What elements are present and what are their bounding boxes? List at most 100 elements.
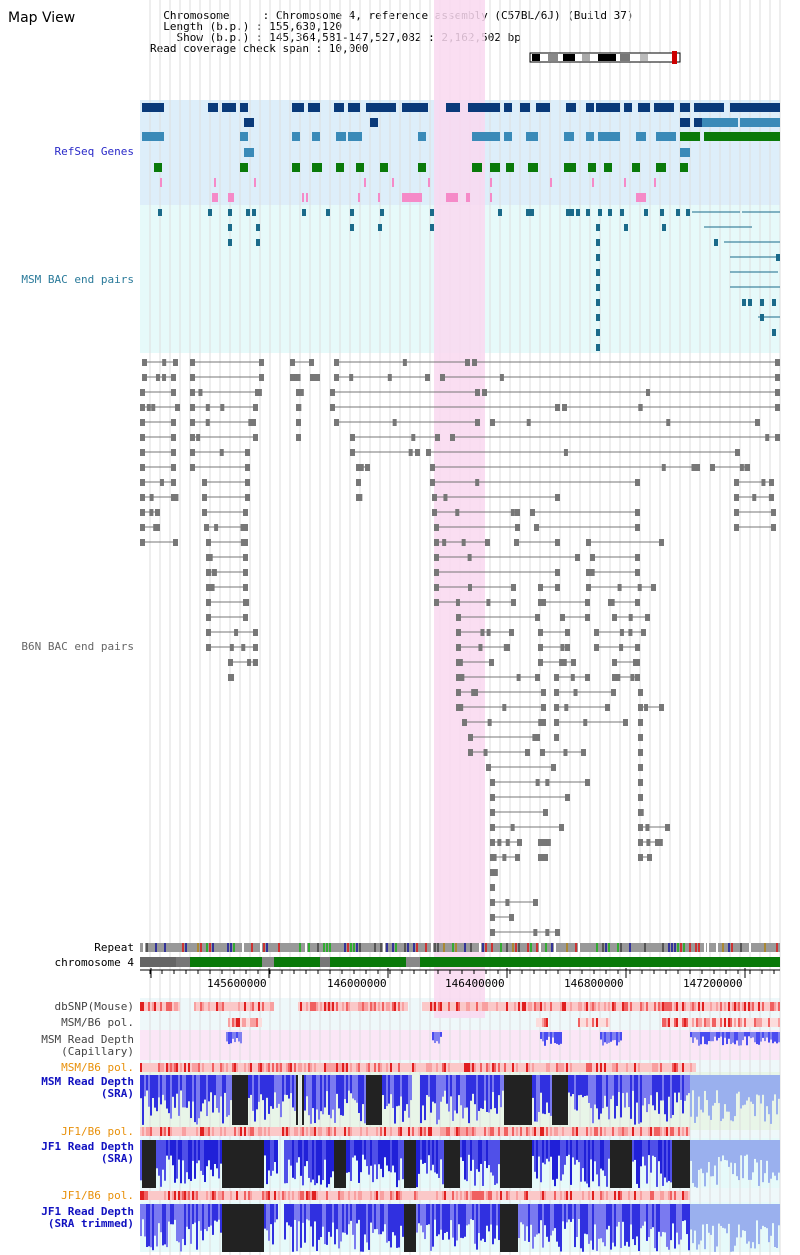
polymorphism-cell (310, 1002, 312, 1011)
polymorphism-cell (346, 1127, 348, 1136)
read-depth-bar (248, 1075, 250, 1098)
read-depth-bar (544, 1204, 546, 1226)
polymorphism-cell (352, 1191, 354, 1200)
repeat-element (455, 943, 457, 952)
refseq-gene-feature (418, 163, 426, 172)
polymorphism-cell (776, 1018, 778, 1027)
track-label-msm-bac[interactable]: MSM BAC end pairs (21, 273, 134, 286)
polymorphism-cell (706, 1002, 708, 1011)
polymorphism-cell (276, 1063, 278, 1072)
read-depth-bar (396, 1204, 398, 1248)
track-label-refseq[interactable]: RefSeq Genes (54, 145, 134, 158)
polymorphism-cell (498, 1191, 500, 1200)
b6n-bac-end-marker (155, 509, 160, 516)
b6n-bac-end-marker (538, 854, 543, 861)
read-depth-bar (632, 1140, 634, 1162)
polymorphism-cell (258, 1002, 260, 1011)
polymorphism-cell (230, 1018, 232, 1027)
refseq-gene-feature (292, 103, 304, 112)
polymorphism-cell (254, 1191, 256, 1200)
polymorphism-cell (518, 1002, 520, 1011)
read-depth-bar (386, 1204, 388, 1243)
read-depth-bar (588, 1075, 590, 1103)
polymorphism-cell (244, 1018, 246, 1027)
track-label-b6n-bac[interactable]: B6N BAC end pairs (21, 640, 134, 653)
read-depth-saturated (376, 1075, 378, 1125)
refseq-gene-feature (292, 163, 300, 172)
polymorphism-cell (160, 1191, 162, 1200)
read-depth-bar (752, 1032, 754, 1038)
polymorphism-cell (210, 1002, 212, 1011)
read-depth-bar (766, 1075, 768, 1107)
read-depth-bar (354, 1140, 356, 1156)
b6n-bac-end-marker (638, 719, 643, 726)
polymorphism-cell (232, 1063, 234, 1072)
polymorphism-cell (296, 1063, 298, 1072)
b6n-bac-end-marker (162, 374, 167, 381)
polymorphism-cell (172, 1127, 174, 1136)
polymorphism-cell (268, 1063, 270, 1072)
read-depth-bar (632, 1204, 634, 1240)
polymorphism-cell (488, 1063, 490, 1072)
repeat-element (644, 943, 646, 952)
polymorphism-cell (382, 1191, 384, 1200)
polymorphism-cell (332, 1127, 334, 1136)
polymorphism-cell (668, 1191, 670, 1200)
read-depth-saturated (260, 1204, 262, 1252)
polymorphism-cell (232, 1191, 234, 1200)
b6n-bac-end-marker (490, 854, 495, 861)
polymorphism-cell (420, 1191, 422, 1200)
polymorphism-cell (644, 1191, 646, 1200)
polymorphism-cell (462, 1127, 464, 1136)
repeat-element (677, 943, 679, 952)
polymorphism-cell (686, 1127, 688, 1136)
read-depth-saturated (626, 1140, 628, 1188)
read-depth-bar (636, 1204, 638, 1237)
read-depth-bar (480, 1140, 482, 1164)
read-depth-bar (752, 1204, 754, 1243)
read-depth-bar (296, 1204, 298, 1252)
polymorphism-cell (684, 1191, 686, 1200)
polymorphism-cell (146, 1191, 148, 1200)
read-depth-bar (254, 1075, 256, 1122)
polymorphism-cell (494, 1063, 496, 1072)
polymorphism-cell (192, 1063, 194, 1072)
polymorphism-cell (162, 1191, 164, 1200)
read-depth-bar (184, 1140, 186, 1184)
polymorphism-cell (350, 1002, 352, 1011)
polymorphism-cell (572, 1191, 574, 1200)
polymorphism-cell (424, 1002, 426, 1011)
polymorphism-cell (686, 1018, 688, 1027)
polymorphism-cell (160, 1127, 162, 1136)
polymorphism-cell (778, 1018, 780, 1027)
polymorphism-cell (316, 1127, 318, 1136)
polymorphism-cell (596, 1127, 598, 1136)
read-depth-bar (596, 1075, 598, 1109)
msm-bac-end-marker (596, 329, 600, 336)
read-depth-saturated (262, 1140, 264, 1188)
read-depth-bar (460, 1140, 462, 1158)
read-depth-bar (162, 1075, 164, 1095)
polymorphism-cell (224, 1127, 226, 1136)
read-depth-bar (492, 1140, 494, 1176)
polymorphism-cell (150, 1063, 152, 1072)
b6n-bac-end-marker (142, 359, 147, 366)
b6n-bac-end-marker (190, 404, 195, 411)
read-depth-bar (488, 1140, 490, 1166)
read-depth-bar (346, 1140, 348, 1173)
b6n-bac-end-marker (651, 584, 656, 591)
read-depth-bar (622, 1204, 624, 1222)
polymorphism-cell (262, 1063, 264, 1072)
read-depth-saturated (260, 1140, 262, 1188)
b6n-bac-end-marker (485, 539, 490, 546)
polymorphism-cell (474, 1191, 476, 1200)
polymorphism-cell (446, 1127, 448, 1136)
polymorphism-cell (612, 1002, 614, 1011)
b6n-bac-end-marker (440, 374, 445, 381)
polymorphism-cell (550, 1002, 552, 1011)
read-depth-bar (376, 1140, 378, 1180)
read-depth-bar (158, 1140, 160, 1176)
polymorphism-cell (652, 1127, 654, 1136)
polymorphism-cell (228, 1002, 230, 1011)
